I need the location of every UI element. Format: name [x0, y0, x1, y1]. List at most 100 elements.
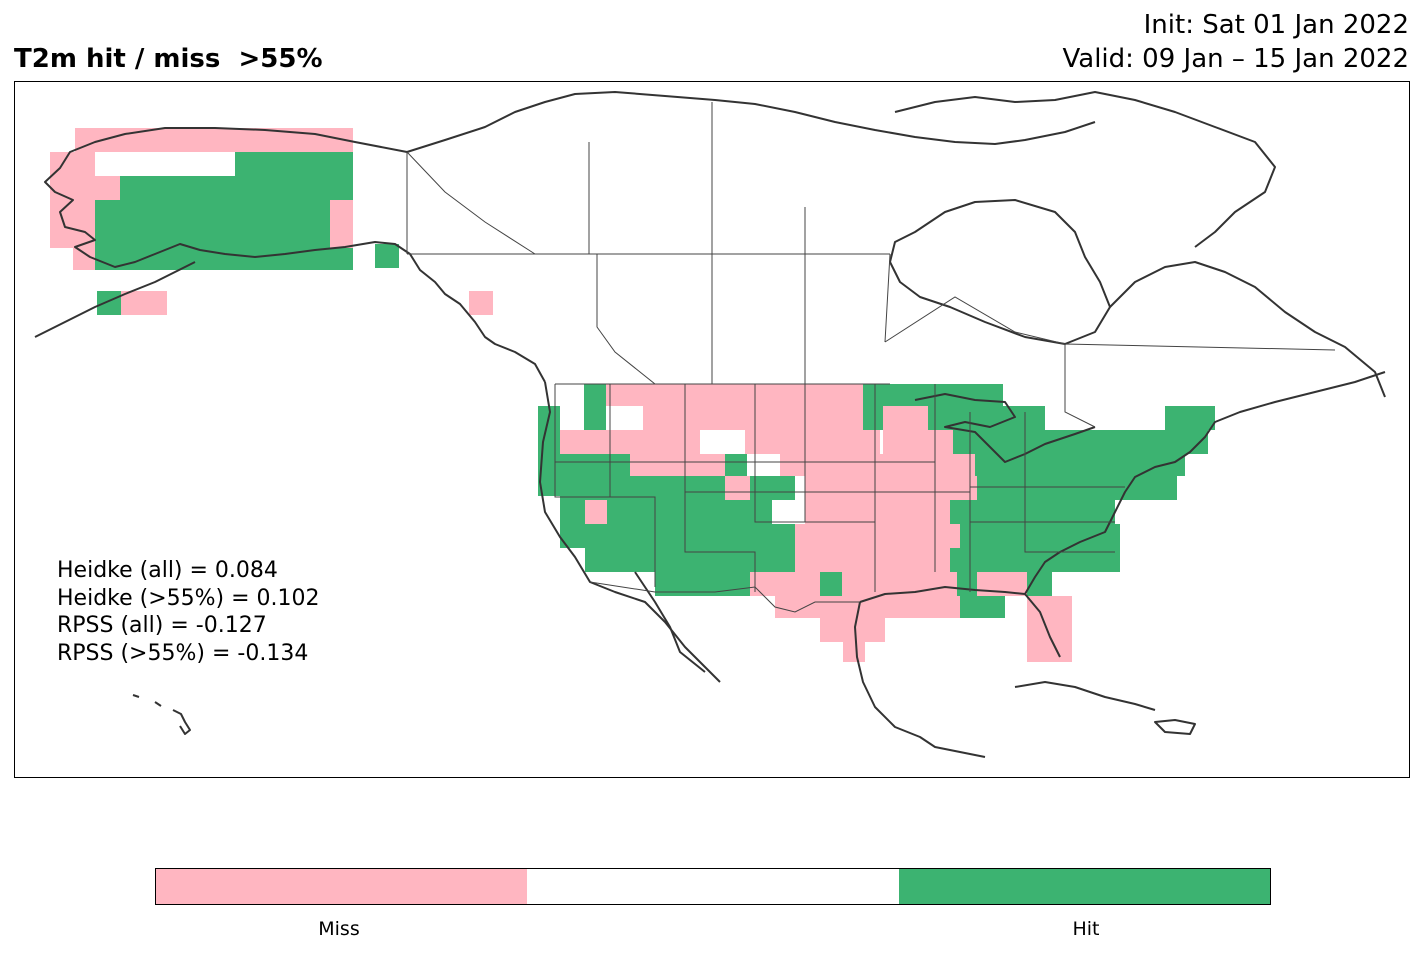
hit-cell	[707, 500, 772, 524]
miss-cell	[1027, 596, 1072, 618]
miss-cell	[935, 476, 977, 500]
miss-cell	[750, 572, 795, 596]
hit-cell	[655, 524, 795, 548]
hit-cell	[957, 572, 977, 596]
hit-cell	[560, 524, 655, 548]
hit-cell	[725, 454, 747, 476]
hit-cell	[95, 248, 353, 270]
miss-cell	[73, 248, 95, 270]
gulf-coastline	[859, 586, 1061, 658]
miss-cell	[50, 176, 120, 200]
baja-coastline	[634, 571, 706, 673]
init-date: Init: Sat 01 Jan 2022	[1143, 10, 1409, 40]
miss-cell	[75, 128, 353, 152]
hispaniola-coastline	[1154, 719, 1196, 735]
rpss-all-score: RPSS (all) = -0.127	[57, 613, 267, 638]
hit-cell	[560, 476, 705, 500]
heidke-all-score: Heidke (all) = 0.084	[57, 558, 278, 583]
miss-cell	[925, 500, 950, 524]
miss-cell	[745, 430, 780, 454]
hit-cell	[953, 430, 1073, 454]
hit-cell	[1165, 406, 1215, 430]
miss-cell	[922, 572, 957, 596]
miss-cell	[855, 524, 960, 548]
miss-cell	[875, 596, 900, 618]
miss-cell	[585, 500, 607, 524]
miss-cell	[675, 430, 700, 454]
miss-cell	[678, 406, 878, 430]
miss-cell	[643, 384, 893, 406]
hit-cell	[97, 291, 121, 315]
miss-cell	[780, 454, 880, 476]
hit-cell	[820, 572, 842, 596]
forecast-cells	[50, 128, 1215, 662]
hit-cell	[1023, 406, 1045, 430]
coastlines	[34, 91, 1386, 758]
miss-cell	[50, 224, 95, 248]
rpss-55-score: RPSS (>55%) = -0.134	[57, 640, 309, 666]
hawaii-islands	[132, 694, 191, 735]
colorbar-miss-label: Miss	[318, 918, 360, 940]
great-lakes	[914, 393, 1096, 463]
hit-cell	[863, 384, 1003, 406]
miss-cell	[955, 454, 975, 476]
hit-cell	[977, 476, 1177, 500]
map-frame	[14, 81, 1410, 778]
skill-scores: Heidke (all) = 0.084 Heidke (>55%) = 0.1…	[57, 557, 320, 667]
miss-cell	[820, 618, 885, 642]
miss-cell	[700, 454, 725, 476]
miss-cell	[880, 454, 955, 476]
hit-cell	[1073, 430, 1208, 454]
alaska-coastline	[44, 127, 546, 383]
hit-cell	[95, 224, 330, 248]
miss-cell	[900, 596, 960, 618]
hit-cell	[235, 152, 353, 176]
hit-cell	[585, 548, 655, 572]
miss-cell	[630, 454, 700, 476]
valid-period: Valid: 09 Jan – 15 Jan 2022	[1062, 44, 1410, 74]
miss-cell	[795, 548, 895, 572]
miss-cell	[50, 152, 95, 176]
mexico-gulf-coastline	[854, 601, 986, 758]
hit-cell	[95, 200, 330, 224]
miss-cell	[560, 430, 630, 454]
miss-cell	[1027, 640, 1072, 662]
miss-cell	[606, 384, 643, 406]
heidke-55-score: Heidke (>55%) = 0.102	[57, 585, 320, 611]
hit-cell	[973, 406, 1023, 430]
province-lines	[588, 102, 1336, 428]
hit-cell	[560, 454, 630, 476]
pacific-northwest-coastline	[539, 381, 721, 683]
colorbar-hit-label: Hit	[1072, 918, 1100, 940]
miss-cell	[630, 430, 675, 454]
colorbar	[155, 868, 1271, 905]
miss-cell	[1027, 618, 1072, 640]
hit-cell	[975, 454, 1185, 476]
colorbar-neutral-segment	[527, 869, 899, 904]
hit-cell	[750, 476, 795, 500]
hit-cell	[980, 596, 1005, 618]
miss-cell	[643, 406, 678, 430]
colorbar-hit-segment	[898, 869, 1270, 904]
hit-cell	[960, 596, 980, 618]
political-borders	[406, 102, 1336, 613]
arctic-islands	[894, 91, 1276, 248]
miss-cell	[883, 430, 953, 454]
hit-cell	[560, 500, 585, 524]
miss-cell	[895, 548, 950, 572]
mexico-border	[589, 581, 860, 613]
miss-cell	[805, 500, 925, 524]
hit-cell	[607, 500, 707, 524]
miss-cell	[795, 524, 855, 548]
labrador-coastline	[1109, 261, 1386, 398]
hudson-bay-coastline	[889, 199, 1111, 345]
hit-cell	[863, 406, 883, 430]
miss-cell	[121, 291, 167, 315]
miss-cell	[883, 406, 928, 430]
aleutian-coastline	[34, 261, 196, 338]
hit-cell	[120, 176, 353, 200]
map-canvas	[34, 91, 1386, 758]
miss-cell	[843, 642, 865, 662]
miss-cell	[805, 476, 935, 500]
hit-cell	[584, 406, 606, 430]
